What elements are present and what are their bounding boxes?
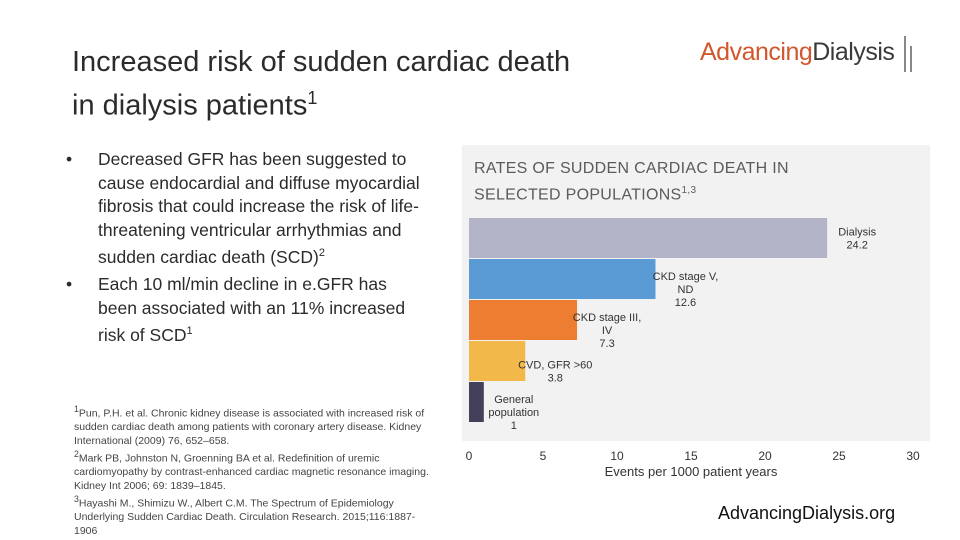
bullet-text: Each 10 ml/min decline in e.GFR has been…: [98, 274, 406, 346]
slide-title: Increased risk of sudden cardiac death i…: [72, 44, 672, 124]
bar-label-2: CKD stage III, IV 7.3: [573, 312, 641, 350]
bar-1: [469, 259, 656, 299]
reference-number: 2: [74, 449, 79, 459]
bullet-list: • Decreased GFR has been suggested to ca…: [62, 148, 422, 352]
bar-label-4: General population 1: [488, 394, 539, 432]
bullet-dot-icon: •: [66, 274, 73, 295]
chart-title: Rates of Sudden Cardiac Death in Selecte…: [474, 158, 834, 206]
references: 1Pun, P.H. et al. Chronic kidney disease…: [74, 403, 436, 538]
x-tick-label: 10: [610, 449, 624, 463]
reference-text: Pun, P.H. et al. Chronic kidney disease …: [74, 407, 425, 447]
x-tick-label: 30: [906, 449, 920, 463]
reference-item: 1Pun, P.H. et al. Chronic kidney disease…: [74, 403, 436, 448]
bar-label-3: CVD, GFR >60 3.8: [518, 360, 592, 385]
bullet-dot-icon: •: [66, 149, 73, 169]
logo-word-advancing: Advancing: [700, 37, 813, 66]
x-tick-label: 25: [832, 449, 846, 463]
bullet-citation: 2: [318, 247, 325, 259]
logo-word-dialysis: Dialysis: [812, 37, 895, 66]
logo-mark-icon: [904, 32, 914, 72]
advancing-dialysis-link[interactable]: AdvancingDialysis.org: [718, 503, 896, 523]
reference-number: 3: [74, 494, 79, 504]
bar-3: [469, 341, 526, 381]
chart-title-sup: 1,3: [681, 185, 697, 196]
bullet-citation: 1: [186, 325, 193, 338]
x-tick-label: 0: [466, 449, 473, 463]
bar-4: [469, 382, 484, 422]
reference-item: 2Mark PB, Johnston N, Groenning BA et al…: [74, 448, 436, 493]
bullet-item: • Each 10 ml/min decline in e.GFR has be…: [62, 273, 422, 347]
x-tick-label: 15: [684, 449, 698, 463]
x-axis-title: Events per 1000 patient years: [605, 464, 778, 479]
bar-label-0: Dialysis 24.2: [838, 227, 876, 252]
reference-text: Mark PB, Johnston N, Groenning BA et al.…: [74, 452, 429, 492]
bar-0: [469, 218, 828, 258]
bar-2: [469, 300, 578, 340]
reference-item: 3Hayashi M., Shimizu W., Albert C.M. The…: [74, 493, 436, 538]
x-tick-label: 20: [758, 449, 772, 463]
chart-title-line2: Selected Populations: [474, 186, 682, 204]
slide-title-line2: in dialysis patients: [72, 89, 308, 122]
bar-label-1: CKD stage V, ND 12.6: [653, 271, 719, 309]
reference-text: Hayashi M., Shimizu W., Albert C.M. The …: [74, 497, 416, 537]
advancing-dialysis-logo: Advancing Dialysis: [700, 30, 914, 74]
x-tick-label: 5: [540, 449, 547, 463]
slide-title-line1: Increased risk of sudden cardiac death: [72, 46, 571, 78]
bullet-text: Decreased GFR has been suggested to caus…: [98, 149, 420, 267]
chart-title-line1: Rates of Sudden Cardiac Death in: [474, 160, 789, 177]
slide-title-sup: 1: [307, 88, 318, 108]
reference-number: 1: [74, 404, 79, 414]
bullet-item: • Decreased GFR has been suggested to ca…: [62, 148, 422, 269]
